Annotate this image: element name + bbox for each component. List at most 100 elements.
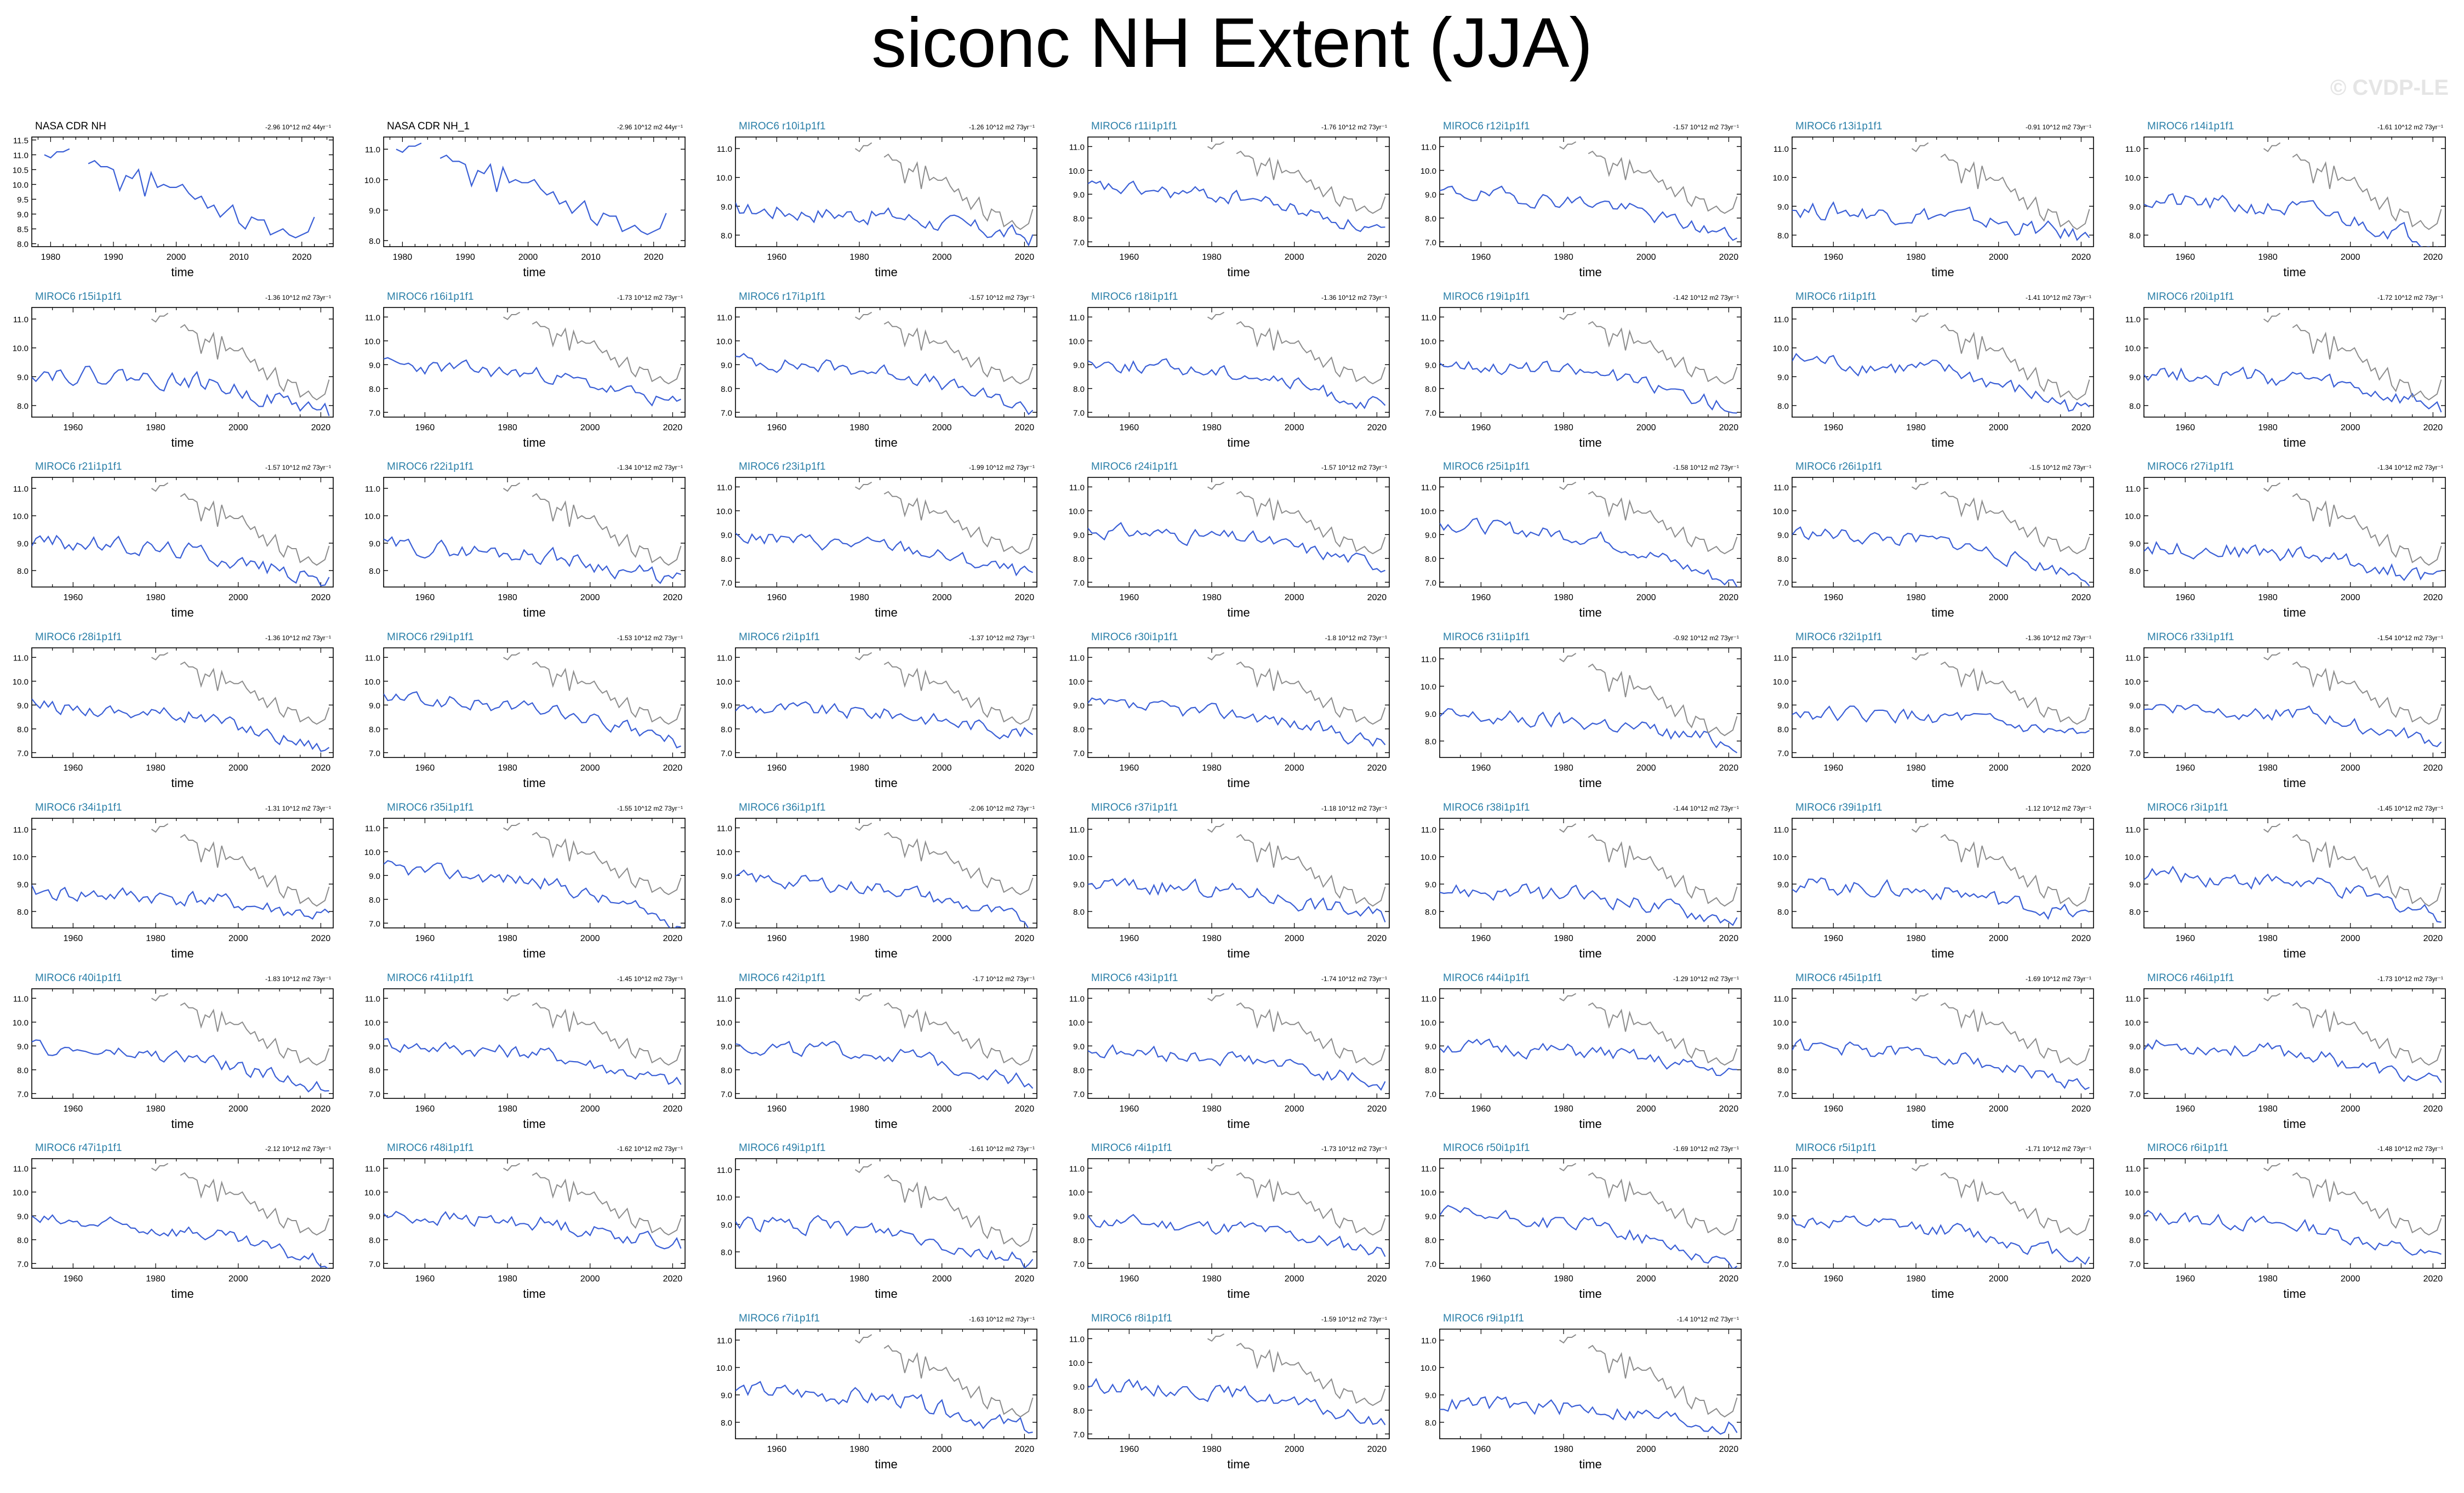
x-tick-label: 1980 — [849, 1104, 869, 1114]
x-tick-label: 2020 — [1015, 1104, 1035, 1114]
x-tick-label: 1980 — [41, 253, 61, 262]
x-tick-label: 2020 — [1367, 763, 1387, 773]
x-tick-label: 2020 — [1015, 1274, 1035, 1284]
y-tick-label: 11.0 — [1421, 313, 1436, 322]
x-tick-label: 1960 — [767, 253, 787, 262]
x-tick-label: 1960 — [1120, 934, 1139, 943]
y-tick-label: 11.0 — [1069, 313, 1085, 322]
y-tick-label: 11.0 — [1069, 994, 1085, 1004]
y-tick-label: 10.0 — [2125, 1018, 2141, 1028]
model-series-line — [735, 1040, 1034, 1089]
y-tick-label: 8.0 — [721, 1248, 732, 1257]
x-tick-label: 2020 — [311, 763, 331, 773]
trend-label: -2.96 10^12 m2 44yr⁻¹ — [617, 123, 683, 131]
model-series-line — [32, 1039, 329, 1093]
x-tick-label: 1960 — [767, 423, 787, 432]
x-tick-label: 2000 — [1989, 1274, 2009, 1284]
x-tick-label: 2020 — [2072, 423, 2091, 432]
x-axis-label: time — [1227, 265, 1250, 279]
y-tick-label: 8.0 — [369, 1066, 380, 1075]
y-tick-label: 8.0 — [1073, 214, 1085, 224]
x-axis-label: time — [1579, 1287, 1602, 1301]
y-tick-label: 9.0 — [2129, 539, 2141, 549]
x-axis-label: time — [875, 606, 898, 619]
x-tick-label: 2000 — [932, 593, 952, 602]
panel-title: MIROC6 r31i1p1f1 — [1443, 631, 1530, 643]
x-axis-label: time — [1579, 1457, 1602, 1471]
trend-label: -1.4 10^12 m2 73yr⁻¹ — [1677, 1315, 1739, 1323]
x-axis-label: time — [523, 265, 546, 279]
x-tick-label: 2020 — [1015, 763, 1035, 773]
plot-frame — [1792, 647, 2094, 758]
y-tick-label: 7.0 — [369, 408, 380, 418]
y-tick-label: 11.0 — [365, 1164, 380, 1173]
x-tick-label: 2000 — [932, 934, 952, 943]
x-tick-label: 2020 — [2423, 934, 2443, 943]
y-tick-label: 8.0 — [369, 567, 380, 576]
x-tick-label: 1980 — [1554, 593, 1573, 602]
panel: MIROC6 r20i1p1f1 -1.72 10^12 m2 73yr⁻¹ 8.0… — [2125, 291, 2446, 449]
y-tick-label: 7.0 — [1425, 408, 1436, 418]
trend-label: -1.73 10^12 m2 73yr⁻¹ — [2377, 975, 2443, 983]
panel-title: MIROC6 r33i1p1f1 — [2147, 631, 2234, 643]
x-tick-label: 1980 — [1202, 934, 1222, 943]
x-tick-label: 2000 — [2341, 423, 2360, 432]
plot-frame — [1087, 1329, 1390, 1439]
y-tick-label: 10.0 — [13, 180, 28, 190]
plot-frame — [383, 1158, 686, 1269]
panel-title: MIROC6 r48i1p1f1 — [387, 1142, 474, 1154]
y-tick-label: 11.0 — [717, 1166, 732, 1175]
x-tick-label: 1960 — [1120, 253, 1139, 262]
y-tick-label: 11.0 — [1421, 655, 1436, 664]
y-tick-label: 10.0 — [2125, 344, 2141, 354]
x-tick-label: 1980 — [2258, 593, 2278, 602]
model-series-line — [384, 357, 681, 407]
y-tick-label: 9.0 — [721, 531, 732, 540]
obs-overlay-line — [855, 822, 1034, 896]
y-tick-label: 11.0 — [365, 313, 380, 322]
x-tick-label: 2000 — [1989, 593, 2009, 602]
trend-label: -1.34 10^12 m2 73yr⁻¹ — [617, 464, 683, 471]
model-series-line — [1792, 877, 2090, 920]
trend-label: -2.12 10^12 m2 73yr⁻¹ — [265, 1145, 331, 1153]
y-tick-label: 8.0 — [1777, 402, 1789, 411]
panel: MIROC6 r39i1p1f1 -1.12 10^12 m2 73yr⁻¹ 8.0… — [1773, 802, 2094, 960]
trend-label: -1.57 10^12 m2 73yr⁻¹ — [265, 464, 331, 471]
panel-title: MIROC6 r35i1p1f1 — [387, 802, 474, 813]
y-tick-label: 8.0 — [17, 1236, 28, 1245]
y-tick-label: 11.0 — [1421, 1164, 1436, 1173]
y-tick-label: 11.0 — [1069, 143, 1085, 152]
panel-title: MIROC6 r49i1p1f1 — [739, 1142, 825, 1154]
y-tick-label: 10.0 — [1773, 507, 1789, 516]
x-tick-label: 1980 — [849, 423, 869, 432]
y-tick-label: 8.0 — [17, 908, 28, 917]
x-tick-label: 2000 — [932, 1445, 952, 1454]
panel-title: MIROC6 r22i1p1f1 — [387, 461, 474, 472]
y-tick-label: 9.0 — [721, 1221, 732, 1230]
x-tick-label: 1960 — [1471, 423, 1491, 432]
x-tick-label: 1960 — [415, 934, 435, 943]
x-axis-label: time — [1227, 436, 1250, 449]
y-tick-label: 8.0 — [1777, 725, 1789, 734]
y-tick-label: 8.0 — [1425, 1066, 1436, 1075]
obs-overlay-line — [2263, 652, 2442, 725]
plot-frame — [31, 1158, 334, 1269]
x-tick-label: 2020 — [1719, 1445, 1739, 1454]
y-tick-label: 9.0 — [369, 361, 380, 370]
x-tick-label: 1960 — [1824, 423, 1844, 432]
x-tick-label: 1960 — [1120, 1445, 1139, 1454]
x-tick-label: 1960 — [64, 593, 83, 602]
x-tick-label: 2020 — [311, 593, 331, 602]
x-axis-label: time — [171, 1287, 194, 1301]
y-tick-label: 11.0 — [365, 824, 380, 833]
x-tick-label: 2000 — [1989, 763, 2009, 773]
panel-title: MIROC6 r28i1p1f1 — [35, 631, 122, 643]
y-tick-label: 8.0 — [1425, 908, 1436, 917]
y-tick-label: 9.0 — [1073, 361, 1085, 370]
panel-title: MIROC6 r34i1p1f1 — [35, 802, 122, 813]
x-axis-label: time — [875, 1287, 898, 1301]
y-tick-label: 10.0 — [364, 848, 380, 857]
x-tick-label: 2000 — [1285, 593, 1304, 602]
y-tick-label: 7.0 — [1073, 749, 1085, 758]
plot-frame — [2143, 136, 2446, 247]
